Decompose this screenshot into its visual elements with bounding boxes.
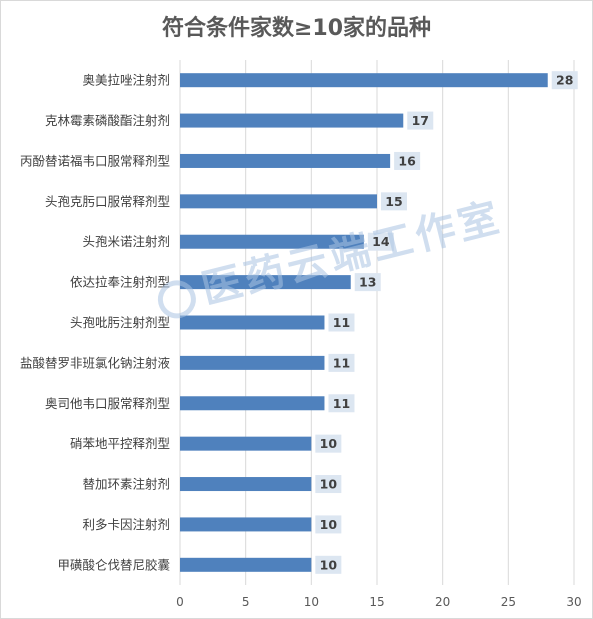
data-label: 13 [359, 275, 376, 290]
x-tick-label: 25 [501, 595, 516, 609]
category-label: 丙酚替诺福韦口服常释剂型 [20, 153, 170, 168]
data-label: 10 [320, 477, 338, 492]
bar [180, 275, 351, 290]
category-label: 奥美拉唑注射剂 [82, 73, 170, 88]
category-label: 利多卡因注射剂 [82, 517, 170, 532]
bar [180, 194, 377, 209]
x-tick-label: 10 [304, 595, 319, 609]
data-label-bg [354, 273, 381, 292]
x-tick-label: 0 [176, 595, 184, 609]
data-label-bg [328, 353, 355, 372]
category-label: 头孢吡肟注射剂型 [70, 315, 170, 330]
category-label: 克林霉素磷酸酯注射剂 [45, 113, 170, 128]
bar [180, 355, 325, 370]
data-label-bg [328, 313, 355, 332]
bar [180, 234, 364, 249]
x-tick-label: 20 [435, 595, 450, 609]
chart-title: 符合条件家数≥10家的品种 [161, 16, 432, 41]
data-label-bg [315, 515, 342, 534]
data-label: 28 [556, 73, 573, 88]
bar [180, 73, 548, 88]
data-label-bg [315, 475, 342, 494]
data-label: 10 [320, 436, 338, 451]
data-label: 10 [320, 557, 338, 572]
data-label-bg [407, 111, 434, 130]
bar [180, 396, 325, 411]
bars [180, 73, 548, 572]
data-label-bg [328, 394, 355, 413]
data-label: 17 [412, 113, 429, 128]
bar [180, 436, 312, 451]
category-label: 奥司他韦口服常释剂型 [45, 396, 170, 411]
data-label: 15 [385, 194, 402, 209]
data-label-bg [315, 555, 342, 574]
bar [180, 315, 325, 330]
data-label-bg [381, 192, 407, 211]
x-tick-label: 15 [369, 595, 384, 609]
data-label: 14 [372, 234, 390, 249]
bar [180, 153, 391, 168]
x-tick-label: 30 [566, 595, 581, 609]
data-label-bg [551, 71, 578, 90]
category-label: 盐酸替罗非班氯化钠注射液 [20, 355, 171, 370]
category-label: 头孢米诺注射剂 [82, 234, 170, 249]
category-label: 依达拉奉注射剂型 [70, 275, 170, 290]
data-label: 11 [333, 396, 350, 411]
bar [180, 113, 404, 128]
labels: 0 5 10 15 20 25 30 奥美拉唑注射剂 28 克林霉素磷酸酯注射剂 17 丙酚替诺福韦口… [20, 71, 582, 609]
x-tick-label: 5 [242, 595, 250, 609]
data-label: 11 [333, 315, 350, 330]
category-label: 甲磺酸仑伐替尼胶囊 [57, 557, 170, 572]
category-label: 硝苯地平控释剂型 [70, 436, 170, 451]
data-label: 11 [333, 355, 350, 370]
data-label-bg [367, 232, 394, 251]
data-label-bg [315, 434, 342, 453]
category-label: 头孢克肟口服常释剂型 [45, 194, 170, 209]
bar [180, 557, 312, 572]
bar [180, 517, 312, 532]
category-label: 替加环素注射剂 [82, 477, 170, 492]
bar [180, 477, 312, 492]
data-label-bg [394, 151, 421, 170]
data-label: 16 [398, 153, 416, 168]
data-label: 10 [320, 517, 338, 532]
